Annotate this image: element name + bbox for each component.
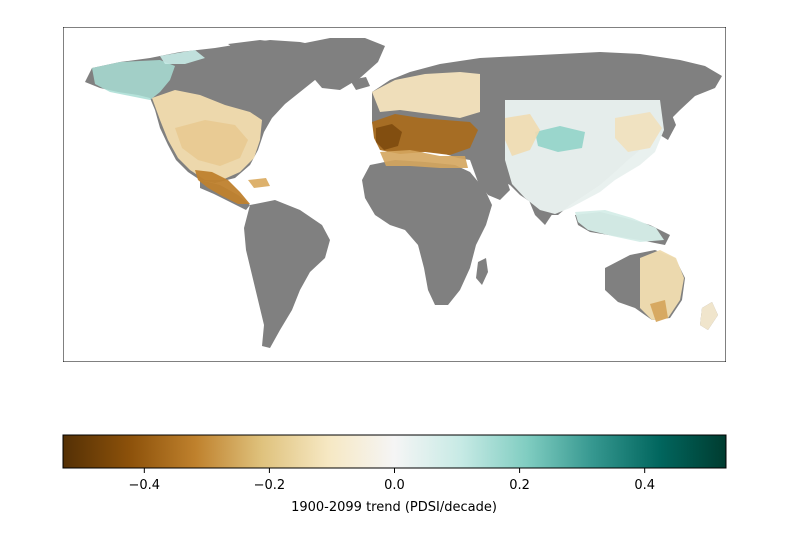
colorbar-tick-label: 0.0 — [384, 478, 405, 493]
arabian-peninsula — [470, 160, 510, 200]
colorbar-gradient — [63, 435, 726, 468]
africa — [362, 160, 492, 305]
trend-alaska-north — [160, 50, 205, 64]
trend-central-asia-wet — [535, 126, 585, 152]
trend-us-central — [175, 120, 248, 166]
iceland — [350, 77, 370, 90]
trend-new-zealand — [700, 302, 718, 330]
south-america — [244, 200, 330, 348]
trend-australia — [640, 250, 684, 320]
colorbar: −0.4 −0.2 0.0 0.2 0.4 1900-2099 trend (PDSI/… — [62, 434, 727, 515]
trend-alaska — [92, 60, 175, 100]
trend-mediterranean — [372, 114, 478, 155]
trend-overlays — [92, 50, 718, 330]
arctic-islands — [228, 40, 292, 54]
colorbar-tick-label: −0.4 — [129, 478, 161, 493]
madagascar — [476, 258, 488, 285]
trend-southeast-asia — [575, 210, 664, 242]
trend-europe — [372, 72, 480, 118]
colorbar-tick-label: 0.4 — [634, 478, 655, 493]
world-map — [63, 27, 726, 362]
trend-iberia-core — [376, 124, 402, 150]
greenland — [300, 38, 385, 90]
trend-caribbean — [248, 178, 270, 188]
colorbar-tick-label: 0.2 — [509, 478, 530, 493]
japan — [660, 110, 676, 140]
trend-middle-east-dry — [505, 114, 540, 156]
trend-mexico — [195, 170, 250, 204]
trend-east-asia-dry — [615, 112, 662, 152]
trend-australia-south — [650, 300, 668, 322]
colorbar-title: 1900-2099 trend (PDSI/decade) — [291, 500, 497, 515]
colorbar-ticks: −0.4 −0.2 0.0 0.2 0.4 — [129, 468, 655, 493]
trend-north-africa — [380, 150, 468, 168]
colorbar-tick-label: −0.2 — [254, 478, 286, 493]
